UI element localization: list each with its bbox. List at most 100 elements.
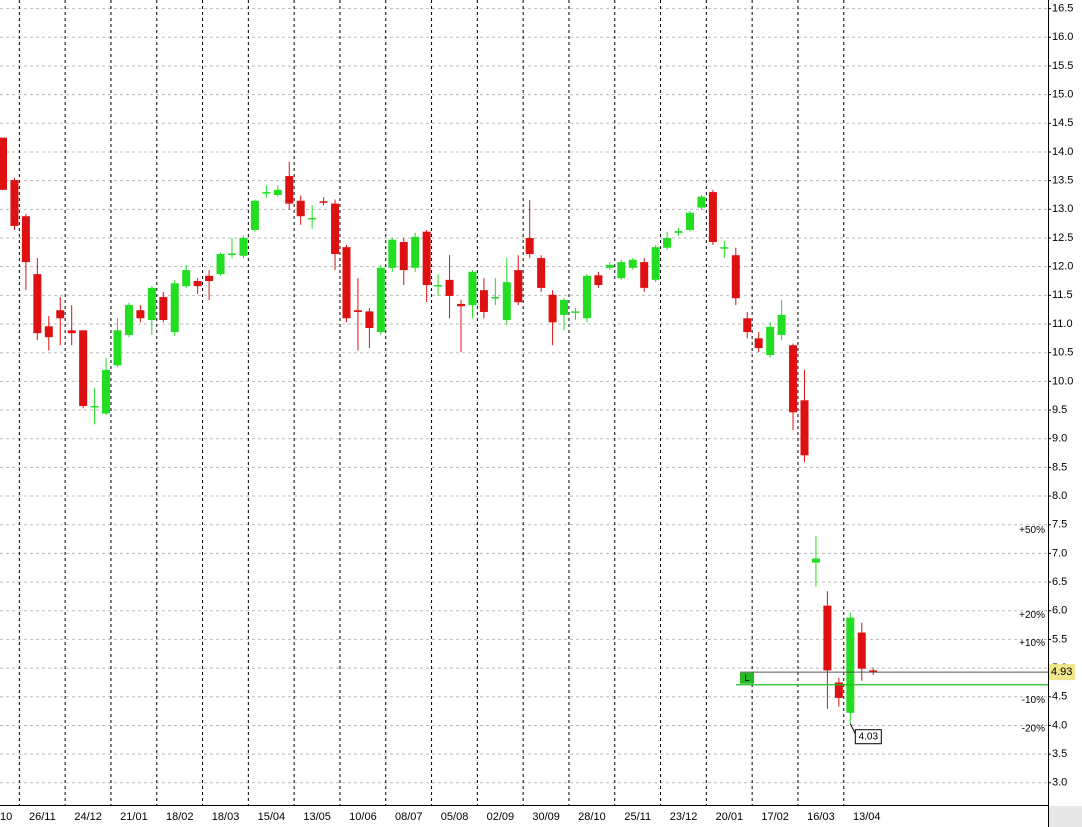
level-label: +50%	[1019, 525, 1045, 536]
x-tick-label: 10	[0, 811, 12, 823]
candle-body	[193, 281, 202, 287]
candle-body	[0, 137, 7, 190]
x-tick-label: 18/03	[212, 811, 240, 823]
candle-body	[743, 318, 752, 333]
y-tick-label: 16.0	[1052, 31, 1073, 43]
candle-body	[273, 189, 282, 195]
last-price-label: 4.93	[1051, 666, 1072, 678]
candle-body	[766, 326, 775, 355]
candle-body	[388, 239, 397, 268]
y-tick-label: 6.5	[1052, 576, 1067, 588]
level-label: -10%	[1022, 695, 1045, 706]
x-tick-label: 18/02	[166, 811, 194, 823]
candle-body	[159, 297, 168, 320]
x-tick-label: 15/04	[258, 811, 286, 823]
y-tick-label: 4.5	[1052, 691, 1067, 703]
candle-body	[342, 247, 351, 319]
level-marker	[740, 672, 754, 684]
candle-body	[857, 632, 866, 669]
level-marker-label: L	[744, 673, 749, 683]
candle-body	[353, 310, 362, 312]
candle-body	[525, 237, 534, 255]
y-tick-label: 13.5	[1052, 175, 1073, 187]
y-tick-label: 6.0	[1052, 605, 1067, 617]
x-tick-label: 05/08	[441, 811, 469, 823]
candle-body	[33, 274, 42, 334]
candle-body	[617, 262, 626, 279]
x-tick-label: 30/09	[532, 811, 560, 823]
candle-body	[457, 303, 465, 307]
x-tick-label: 08/07	[395, 811, 423, 823]
candle-body	[560, 299, 569, 315]
candle-body	[708, 192, 717, 243]
x-tick-label: 13/04	[853, 811, 881, 823]
candle-body	[731, 255, 740, 299]
y-tick-label: 8.0	[1052, 490, 1067, 502]
candle-body	[21, 216, 30, 263]
low-box	[854, 729, 882, 745]
x-tick-label: 28/10	[578, 811, 606, 823]
y-tick-label: 15.0	[1052, 89, 1073, 101]
candle-body	[228, 253, 236, 255]
candle-body	[571, 311, 580, 313]
y-tick-label: 10.5	[1052, 347, 1073, 359]
candle-body	[686, 212, 694, 230]
candle-body	[79, 330, 88, 407]
y-tick-label: 10.0	[1052, 375, 1073, 387]
y-tick-label: 3.0	[1052, 777, 1067, 789]
candle-body	[262, 192, 271, 194]
candle-body	[869, 670, 878, 673]
candle-body	[697, 196, 706, 208]
candle-body	[239, 237, 248, 256]
candle-body	[468, 271, 477, 306]
candle-body	[44, 326, 53, 338]
x-tick-label: 10/06	[349, 811, 377, 823]
candle-body	[296, 200, 305, 217]
level-label: -20%	[1022, 724, 1045, 735]
y-tick-label: 11.5	[1052, 289, 1073, 301]
candle-body	[170, 283, 179, 333]
candle-body	[846, 617, 855, 713]
level-label: +10%	[1019, 638, 1045, 649]
candle-body	[434, 285, 443, 287]
y-tick-label: 7.0	[1052, 547, 1067, 559]
low-label: 4.03	[859, 731, 879, 742]
x-tick-label: 20/01	[716, 811, 744, 823]
y-tick-label: 12.5	[1052, 232, 1073, 244]
corner-box	[1049, 806, 1082, 827]
candle-body	[479, 290, 488, 312]
candle-body	[445, 279, 454, 296]
candle-body	[136, 310, 145, 319]
level-label: +20%	[1019, 610, 1045, 621]
candle-body	[789, 345, 798, 413]
candle-body	[399, 242, 408, 271]
candle-body	[205, 275, 214, 282]
candle-body	[674, 231, 683, 233]
candle-body	[422, 231, 431, 286]
candle-body	[663, 237, 672, 248]
candle-body	[754, 338, 763, 349]
candle-body	[514, 270, 523, 303]
y-tick-label: 16.5	[1052, 3, 1073, 15]
candle-body	[90, 406, 99, 408]
candle-body	[216, 254, 225, 275]
candle-body	[56, 310, 65, 319]
y-tick-label: 12.0	[1052, 261, 1073, 273]
candle-body	[537, 258, 546, 288]
candle-body	[67, 330, 76, 334]
y-tick-label: 4.0	[1052, 719, 1067, 731]
candle-body	[811, 558, 820, 563]
y-tick-label: 3.5	[1052, 748, 1067, 760]
candle-body	[502, 282, 511, 320]
candle-body	[823, 605, 832, 671]
y-tick-label: 5.5	[1052, 633, 1067, 645]
candle-body	[800, 400, 809, 456]
y-tick-label: 14.0	[1052, 146, 1073, 158]
x-tick-label: 23/12	[670, 811, 698, 823]
x-tick-label: 25/11	[624, 811, 651, 823]
candle-body	[376, 267, 385, 333]
candle-body	[308, 217, 317, 220]
candle-body	[640, 262, 649, 288]
